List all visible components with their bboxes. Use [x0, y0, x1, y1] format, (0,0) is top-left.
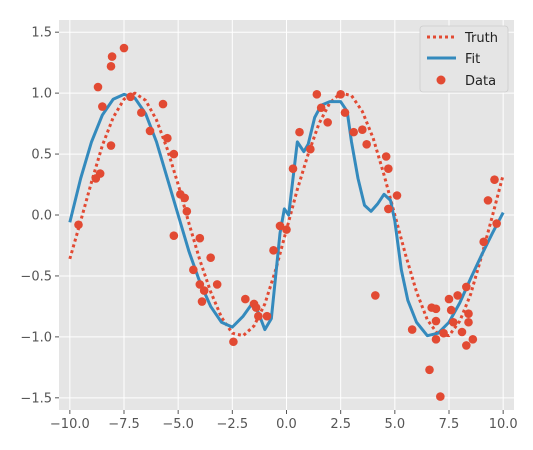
data-point [195, 233, 205, 243]
data-point [349, 127, 358, 137]
data-point [479, 237, 488, 247]
data-point [490, 175, 499, 184]
data-point [282, 225, 291, 234]
data-point [126, 92, 135, 102]
data-point [197, 297, 207, 306]
data-point [169, 231, 179, 241]
x-tick-label: 2.5 [330, 417, 351, 432]
data-point [323, 118, 332, 127]
data-point [229, 337, 238, 347]
data-point [371, 291, 380, 300]
data-point [269, 246, 278, 255]
data-point [275, 221, 285, 231]
data-point [137, 108, 146, 117]
data-point [288, 164, 298, 173]
data-point [262, 311, 272, 321]
data-point [439, 328, 448, 338]
data-point [444, 294, 454, 304]
data-point [107, 52, 117, 61]
data-point [425, 365, 434, 375]
x-tick-label: −7.5 [108, 417, 140, 432]
data-point [316, 103, 326, 113]
data-point [180, 193, 189, 203]
data-point [462, 282, 471, 292]
data-point [74, 220, 83, 230]
axis-ticks: −10.0 −7.5 −5.0 −2.5 0.0 2.5 5.0 7.5 10.0 −1.5 −1.… [20, 26, 517, 432]
data-point [453, 291, 462, 300]
legend-data-label: Data [465, 74, 496, 89]
data-point [163, 133, 172, 143]
data-point [436, 392, 445, 401]
data-point [189, 265, 198, 275]
data-point [241, 294, 250, 304]
data-point [457, 327, 467, 337]
data-point [212, 280, 222, 289]
data-point [362, 140, 371, 149]
data-point [431, 316, 441, 326]
y-tick-label: −1.5 [20, 391, 52, 406]
data-point [381, 152, 391, 161]
data-point [431, 335, 441, 344]
x-tick-label: 5.0 [384, 417, 405, 432]
data-point [483, 196, 493, 205]
data-point [336, 90, 345, 99]
y-tick-label: 1.5 [31, 26, 52, 41]
legend-fit-label: Fit [465, 52, 480, 67]
data-point [119, 43, 129, 53]
data-point [206, 253, 215, 262]
x-tick-label: −10.0 [50, 417, 90, 432]
data-point [106, 141, 116, 150]
data-point [98, 102, 107, 111]
data-point [195, 280, 205, 289]
data-point [384, 204, 393, 214]
data-point [93, 82, 103, 92]
data-point [449, 317, 458, 327]
data-point [492, 219, 501, 228]
data-point [462, 341, 471, 350]
data-point [306, 144, 315, 154]
x-tick-label: −5.0 [162, 417, 194, 432]
data-point [182, 207, 192, 216]
y-tick-label: 0.5 [31, 148, 52, 163]
data-point [95, 169, 105, 178]
data-point [431, 304, 441, 314]
data-point [199, 286, 209, 295]
data-point [340, 108, 350, 117]
y-tick-label: 0.0 [31, 209, 52, 224]
legend: Truth Fit Data [419, 25, 509, 93]
data-point [251, 303, 261, 312]
data-point [254, 311, 263, 321]
legend-box [419, 25, 509, 93]
data-point [464, 317, 473, 327]
series-layer [68, 43, 505, 401]
data-point [358, 125, 367, 134]
x-tick-label: 0.0 [276, 417, 297, 432]
data-point [158, 99, 168, 109]
fit-line [68, 92, 505, 338]
data-point [312, 90, 322, 99]
data-point [464, 309, 473, 319]
data-point [106, 62, 116, 71]
y-tick-label: −0.5 [20, 269, 52, 284]
legend-truth-label: Truth [464, 31, 498, 46]
data-point [145, 126, 155, 136]
y-tick-label: 1.0 [31, 87, 52, 102]
x-tick-label: 7.5 [439, 417, 460, 432]
data-point [384, 164, 393, 173]
data-point [468, 335, 478, 344]
y-tick-label: −1.0 [20, 330, 52, 345]
data-point [446, 305, 456, 315]
x-tick-label: −2.5 [217, 417, 249, 432]
legend-data-swatch [436, 75, 446, 85]
data-point [169, 149, 179, 159]
data-point [392, 191, 402, 200]
x-tick-label: 10.0 [489, 417, 518, 432]
data-point [407, 325, 417, 334]
data-point [295, 127, 304, 137]
